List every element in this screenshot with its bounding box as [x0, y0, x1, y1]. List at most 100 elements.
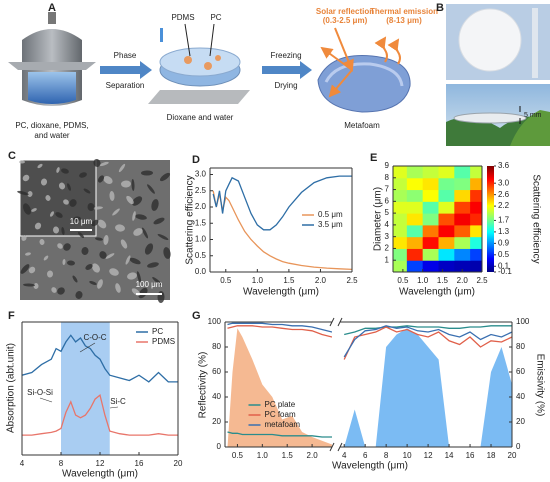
pore [136, 271, 142, 283]
vessel-neck [48, 12, 56, 24]
pore [157, 233, 169, 241]
pore [85, 264, 93, 270]
pore [144, 243, 154, 255]
x-tick-label: 2.0 [457, 276, 469, 285]
colorbar-tick-label: 0.9 [498, 238, 510, 247]
panel-c: C 10 μm 100 μm [8, 150, 171, 303]
pore [56, 167, 60, 173]
heat-cell [406, 201, 424, 214]
heat-cell [422, 166, 439, 179]
pdms-drop [204, 62, 212, 70]
pore [34, 222, 42, 230]
axis-break [329, 442, 335, 452]
line [344, 325, 512, 336]
heat-cell [406, 213, 424, 226]
caption: Dioxane and water [167, 113, 234, 122]
y-tick-label: 2.5 [195, 186, 207, 195]
pore [97, 219, 107, 229]
heat-cell [470, 248, 482, 261]
pore [62, 259, 66, 265]
plot-area [212, 175, 352, 271]
pore [89, 280, 97, 286]
y2-tick-label: 100 [516, 317, 530, 326]
colorbar-tick-label: 0.1 [498, 261, 510, 270]
component-label: PC [210, 13, 221, 22]
pore [57, 243, 63, 249]
colorbar-tick-label: 0.5 [498, 250, 510, 259]
heat-cell [470, 213, 482, 226]
x-tick-label: 0.5 [220, 276, 232, 285]
heat-cell [454, 201, 471, 214]
pore [99, 251, 107, 259]
x-tick-label: 0.5 [397, 276, 409, 285]
pore [25, 252, 31, 256]
arrow-label: Separation [106, 81, 145, 90]
y-tick-label: 20 [212, 417, 221, 426]
pore [33, 283, 39, 289]
pore [109, 191, 115, 201]
pore [92, 263, 100, 273]
highlight-band [61, 322, 110, 455]
heat-cell [393, 166, 408, 179]
pore [87, 203, 95, 211]
y-tick-label: 1 [385, 255, 390, 264]
pore [131, 179, 135, 191]
x-axis-label: Wavelength (μm) [332, 461, 408, 472]
pore [67, 260, 75, 266]
pointer [184, 23, 191, 57]
colorbar-tick-label: 2.6 [498, 190, 510, 199]
heat-cell [393, 201, 408, 214]
line [22, 393, 178, 436]
pore [127, 272, 137, 280]
y-tick-label: 3 [385, 232, 390, 241]
panel-label: G [192, 310, 201, 322]
heat-cell [422, 260, 439, 272]
heat-cell [438, 166, 455, 179]
panel-label: A [48, 2, 56, 14]
x-tick-label: 12 [96, 459, 105, 468]
x-tick-label: 6 [363, 451, 368, 460]
pore [39, 239, 45, 245]
pore [79, 172, 87, 178]
sem-texture [17, 159, 171, 303]
x-axis-label: Wavelength (μm) [399, 287, 475, 298]
pore [115, 283, 121, 293]
x-tick-label: 2.0 [315, 276, 327, 285]
heat-cell [454, 213, 471, 226]
pore [103, 175, 113, 185]
legend-label: PC foam [265, 410, 296, 419]
heat-cell [406, 248, 424, 261]
pore [28, 266, 36, 274]
heat-cell [438, 201, 455, 214]
thermal-arrow [387, 38, 401, 65]
heat-cell [470, 260, 482, 272]
annotation-pointer [109, 406, 119, 409]
x-tick-label: 8 [384, 451, 389, 460]
scale-label: 5 mm [524, 112, 542, 119]
annotation: C-O-C [83, 333, 106, 342]
colorbar-label: Scattering efficiency [530, 174, 541, 263]
pore [126, 195, 134, 205]
y-axis-label: Absorption (abt.unit) [6, 343, 17, 433]
pore [69, 199, 77, 207]
pore [99, 161, 109, 167]
pore [81, 247, 89, 255]
x-tick-label: 1.5 [283, 276, 295, 285]
annotation: Si-O-Si [27, 388, 53, 397]
annotation: Solar reflection [316, 7, 374, 16]
pore [46, 270, 54, 278]
annotation: Si-C [110, 397, 126, 406]
component-label: PDMS [171, 13, 194, 22]
pore [109, 268, 119, 276]
pore [97, 175, 105, 183]
x-tick-label: 1.5 [282, 451, 294, 460]
annotation: Thermal emission [370, 7, 438, 16]
x-tick-label: 2.0 [307, 451, 319, 460]
pore [105, 253, 115, 259]
x-tick-label: 1.0 [417, 276, 429, 285]
heat-cell [393, 260, 408, 272]
pore [40, 178, 48, 186]
heat-cell [438, 213, 455, 226]
colorbar-tick-label: -0.1 [498, 267, 512, 276]
